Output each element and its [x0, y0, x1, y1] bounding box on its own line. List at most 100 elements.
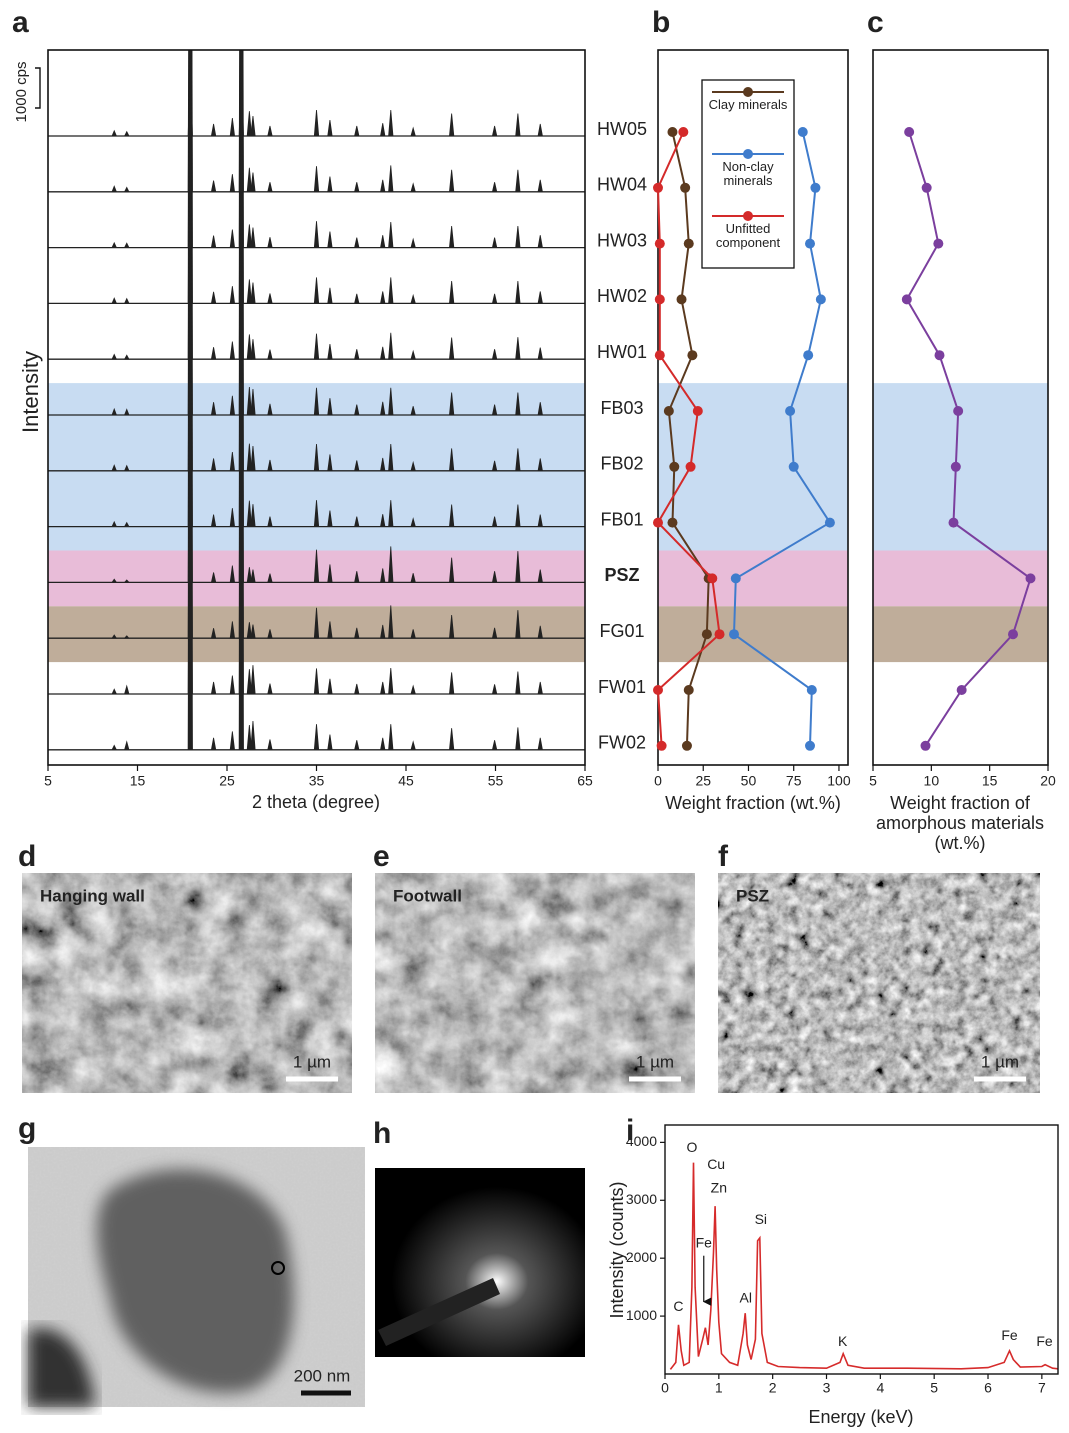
peak	[268, 739, 272, 749]
peak	[411, 686, 415, 694]
peak	[112, 186, 116, 192]
legend-label: Clay minerals	[702, 98, 794, 112]
sample-label: FG01	[599, 621, 644, 641]
peak	[449, 281, 453, 303]
peak	[230, 118, 234, 136]
peak	[538, 235, 542, 247]
panel-label: b	[652, 6, 670, 39]
peak	[125, 132, 129, 136]
peak	[516, 672, 520, 694]
x-tick-label: 5	[44, 773, 52, 789]
peak	[314, 221, 318, 247]
sample-label: FB03	[600, 398, 643, 418]
point	[807, 685, 817, 695]
y-tick-label: 3000	[626, 1191, 657, 1207]
x-tick-label: 65	[577, 773, 593, 789]
sample-label: HW01	[597, 342, 647, 362]
point	[810, 183, 820, 193]
point	[805, 741, 815, 751]
sample-label: FB01	[600, 509, 643, 529]
peak	[328, 177, 332, 192]
figure: HW05HW04HW03HW02HW01FB03FB02FB01PSZFG01F…	[0, 0, 1069, 1433]
peak	[314, 277, 318, 303]
annotation: Al	[740, 1289, 752, 1305]
peak	[516, 170, 520, 192]
peak	[411, 295, 415, 303]
x-axis-label: Weight fraction of amorphous materials (…	[852, 793, 1068, 853]
peak	[230, 286, 234, 303]
peak	[492, 294, 496, 304]
peak	[328, 288, 332, 304]
x-tick-label: 2	[769, 1380, 777, 1396]
x-axis-label: Energy (keV)	[808, 1407, 913, 1427]
peak	[328, 344, 332, 359]
peak	[492, 182, 496, 192]
peak	[211, 292, 215, 304]
point	[1008, 629, 1018, 639]
peak	[328, 120, 332, 136]
annotation: Si	[755, 1211, 767, 1227]
legend-marker	[743, 211, 753, 221]
peak	[492, 126, 496, 136]
legend-label-box: Clay minerals	[702, 98, 794, 132]
peak	[230, 731, 234, 749]
image-label: PSZ	[736, 886, 769, 905]
peak	[355, 349, 359, 359]
point	[789, 462, 799, 472]
annotation: K	[838, 1333, 848, 1349]
peak	[314, 166, 318, 192]
point	[957, 685, 967, 695]
peak	[389, 333, 393, 359]
image-label: Hanging wall	[40, 886, 145, 905]
annotation: Fe	[1001, 1327, 1018, 1343]
peak	[125, 299, 129, 304]
peak	[251, 228, 255, 248]
annotation: Fe	[1036, 1333, 1053, 1349]
peak	[125, 742, 129, 750]
point	[653, 685, 663, 695]
x-axis-label: Weight fraction (wt.%)	[653, 793, 853, 813]
peak	[538, 124, 542, 136]
y-axis-label: Intensity	[18, 351, 43, 433]
peak	[389, 222, 393, 248]
peak	[449, 728, 453, 750]
y-axis-label: Intensity (counts)	[607, 1181, 627, 1318]
point	[655, 294, 665, 304]
x-tick-label: 1	[715, 1380, 723, 1396]
point	[933, 239, 943, 249]
point	[680, 183, 690, 193]
peak	[211, 124, 215, 136]
sample-label: HW04	[597, 175, 647, 195]
peak	[112, 745, 116, 749]
x-axis-label-box: Weight fraction of amorphous materials (…	[852, 793, 1068, 863]
point	[707, 573, 717, 583]
peak	[492, 740, 496, 750]
x-tick-label: 0	[661, 1380, 669, 1396]
panel-label: a	[12, 6, 29, 39]
peak	[538, 291, 542, 303]
peak	[449, 226, 453, 248]
legend-label-box: Unfitted component	[702, 222, 794, 256]
peak	[538, 738, 542, 750]
point	[686, 462, 696, 472]
x-axis-label: 2 theta (degree)	[252, 792, 380, 812]
point	[655, 350, 665, 360]
peak	[251, 283, 255, 304]
peak	[492, 349, 496, 359]
point	[677, 294, 687, 304]
peak	[516, 281, 520, 303]
peak	[355, 238, 359, 248]
peak	[251, 116, 255, 136]
peak	[314, 668, 318, 694]
x-tick-label: 50	[741, 773, 757, 789]
peak	[251, 173, 255, 192]
point	[678, 127, 688, 137]
point	[684, 685, 694, 695]
point	[653, 183, 663, 193]
peak	[355, 182, 359, 192]
x-tick-label: 15	[982, 773, 998, 789]
peak	[268, 684, 272, 694]
panel-label: e	[373, 840, 390, 873]
point	[684, 239, 694, 249]
image-label: Footwall	[393, 886, 462, 905]
